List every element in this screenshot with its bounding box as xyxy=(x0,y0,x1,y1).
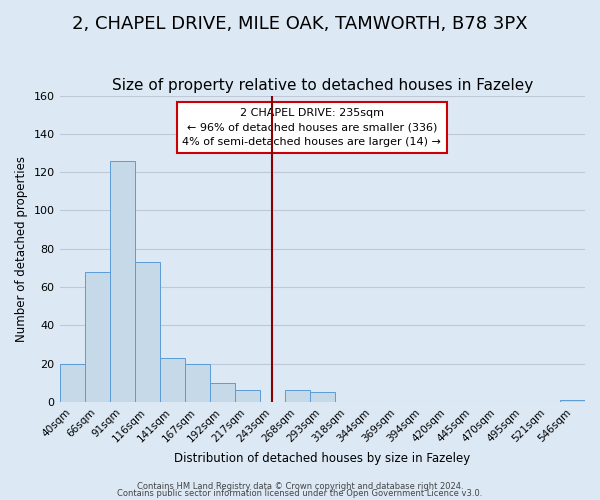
X-axis label: Distribution of detached houses by size in Fazeley: Distribution of detached houses by size … xyxy=(174,452,470,465)
Bar xyxy=(85,272,110,402)
Bar xyxy=(560,400,585,402)
Bar xyxy=(310,392,335,402)
Bar xyxy=(285,390,310,402)
Bar xyxy=(110,160,134,402)
Title: Size of property relative to detached houses in Fazeley: Size of property relative to detached ho… xyxy=(112,78,533,93)
Text: Contains public sector information licensed under the Open Government Licence v3: Contains public sector information licen… xyxy=(118,490,482,498)
Bar xyxy=(160,358,185,402)
Text: 2 CHAPEL DRIVE: 235sqm
← 96% of detached houses are smaller (336)
4% of semi-det: 2 CHAPEL DRIVE: 235sqm ← 96% of detached… xyxy=(182,108,441,148)
Text: 2, CHAPEL DRIVE, MILE OAK, TAMWORTH, B78 3PX: 2, CHAPEL DRIVE, MILE OAK, TAMWORTH, B78… xyxy=(72,15,528,33)
Text: Contains HM Land Registry data © Crown copyright and database right 2024.: Contains HM Land Registry data © Crown c… xyxy=(137,482,463,491)
Bar xyxy=(235,390,260,402)
Y-axis label: Number of detached properties: Number of detached properties xyxy=(15,156,28,342)
Bar xyxy=(59,364,85,402)
Bar xyxy=(134,262,160,402)
Bar xyxy=(209,383,235,402)
Bar xyxy=(185,364,209,402)
